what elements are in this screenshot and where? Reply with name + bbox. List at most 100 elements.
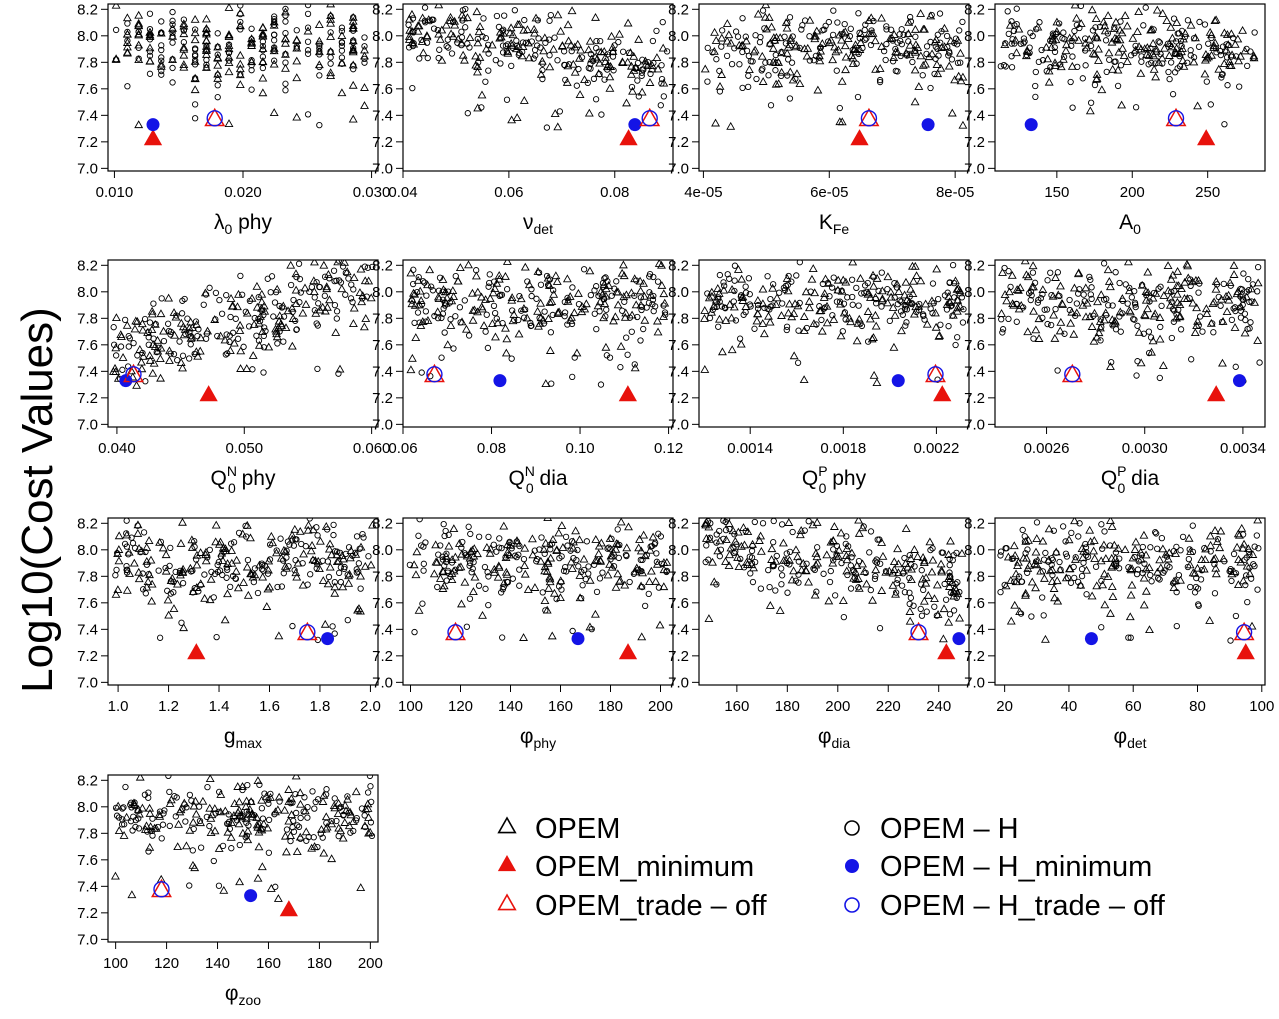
opem-h-point	[759, 65, 766, 72]
scatter-points	[404, 4, 671, 131]
opem-h-point	[236, 813, 244, 820]
scatter-points	[406, 518, 672, 641]
opem-h-point	[1248, 575, 1255, 582]
opem-point	[613, 569, 623, 578]
opem-point	[945, 297, 955, 306]
opem-minimum-marker	[618, 643, 638, 660]
x-tick-label: 180	[598, 698, 623, 715]
opem-h-point	[1032, 68, 1039, 76]
opem-point	[516, 294, 526, 303]
opem-h-point	[732, 548, 739, 555]
opem-h-point	[553, 595, 560, 603]
opem-h-point	[658, 80, 665, 87]
opem-h-point	[634, 77, 641, 84]
opem-point	[637, 632, 647, 641]
opem-point	[291, 269, 301, 278]
opem-h-point	[179, 352, 187, 359]
opem-h-point	[350, 66, 357, 73]
opem-point	[955, 48, 965, 57]
opem-h-point	[954, 334, 961, 341]
opem-h-point	[830, 546, 837, 553]
opem-point	[955, 613, 965, 622]
opem-h-point	[166, 788, 173, 796]
y-tick-label: 8.2	[372, 1, 393, 18]
opem-h-point	[872, 572, 879, 580]
opem-point	[1029, 306, 1039, 315]
opem-h-point	[806, 57, 814, 64]
opem-point	[1137, 280, 1147, 289]
opem-h-point	[883, 40, 890, 48]
opem-point	[648, 532, 658, 541]
opem-point	[799, 312, 809, 320]
opem-point	[187, 535, 197, 544]
opem-point	[176, 358, 186, 367]
opem-point	[111, 343, 121, 352]
opem-h-point	[867, 41, 875, 49]
opem-h-point	[260, 369, 267, 376]
opem-h-point	[215, 558, 223, 566]
opem-point	[792, 40, 802, 49]
opem-h-point	[123, 543, 131, 550]
opem-point	[659, 289, 669, 298]
opem-h-point	[1113, 559, 1120, 566]
opem-h-point	[716, 67, 723, 75]
opem-h-point	[1011, 40, 1018, 47]
opem-h-point	[316, 63, 323, 71]
opem-h-point	[937, 321, 944, 328]
opem-h-point	[271, 18, 278, 25]
opem-point	[905, 50, 915, 59]
opem-h-point	[1167, 42, 1174, 50]
opem-h-point	[1103, 68, 1110, 75]
opem-h-point	[1013, 318, 1020, 325]
opem-point	[339, 554, 348, 563]
opem-point	[1166, 274, 1176, 283]
opem-point	[156, 59, 166, 68]
opem-point	[1199, 564, 1209, 573]
y-tick-label: 7.0	[372, 160, 393, 177]
opem-h-point	[1155, 38, 1162, 45]
opem-point	[1040, 634, 1050, 643]
opem-point	[269, 46, 279, 55]
opem-point	[447, 296, 457, 305]
opem-point	[944, 617, 954, 626]
opem-h-point	[864, 279, 871, 287]
opem-point	[940, 23, 949, 32]
opem-h-point	[637, 556, 644, 564]
opem-point	[342, 267, 352, 276]
opem-point	[132, 380, 142, 389]
opem-h-point	[277, 535, 284, 542]
opem-h-point	[901, 305, 909, 313]
opem-point	[1048, 291, 1058, 300]
x-tick-label: 140	[205, 955, 230, 972]
opem-point	[122, 585, 132, 594]
opem-h-point	[344, 616, 351, 624]
opem-h-point	[265, 816, 273, 824]
opem-h-point	[1243, 572, 1250, 579]
opem-point	[134, 10, 144, 19]
opem-point	[727, 313, 736, 322]
opem-h-point	[439, 310, 447, 317]
y-tick-label: 8.0	[77, 28, 98, 45]
opem-h-point	[248, 36, 255, 43]
opem-point	[1094, 56, 1103, 64]
opem-point	[570, 67, 580, 76]
opem-h-point	[490, 302, 498, 309]
opem-point	[330, 588, 340, 597]
opem-h-point	[1217, 302, 1224, 309]
opem-point	[1043, 54, 1053, 63]
opem-h-point	[891, 280, 898, 287]
opem-point	[179, 330, 189, 339]
opem-h-point	[910, 602, 917, 609]
opem-point	[146, 822, 156, 831]
opem-h-point	[169, 29, 176, 36]
opem-point	[1011, 577, 1021, 586]
opem-point	[195, 346, 205, 355]
opem-h-point	[825, 18, 833, 26]
opem-point	[1163, 286, 1173, 295]
opem-h-point	[624, 351, 631, 358]
opem-h-point	[657, 102, 664, 109]
opem-h-point	[639, 56, 646, 63]
opem-h-point	[300, 808, 307, 815]
opem-point	[869, 370, 879, 379]
